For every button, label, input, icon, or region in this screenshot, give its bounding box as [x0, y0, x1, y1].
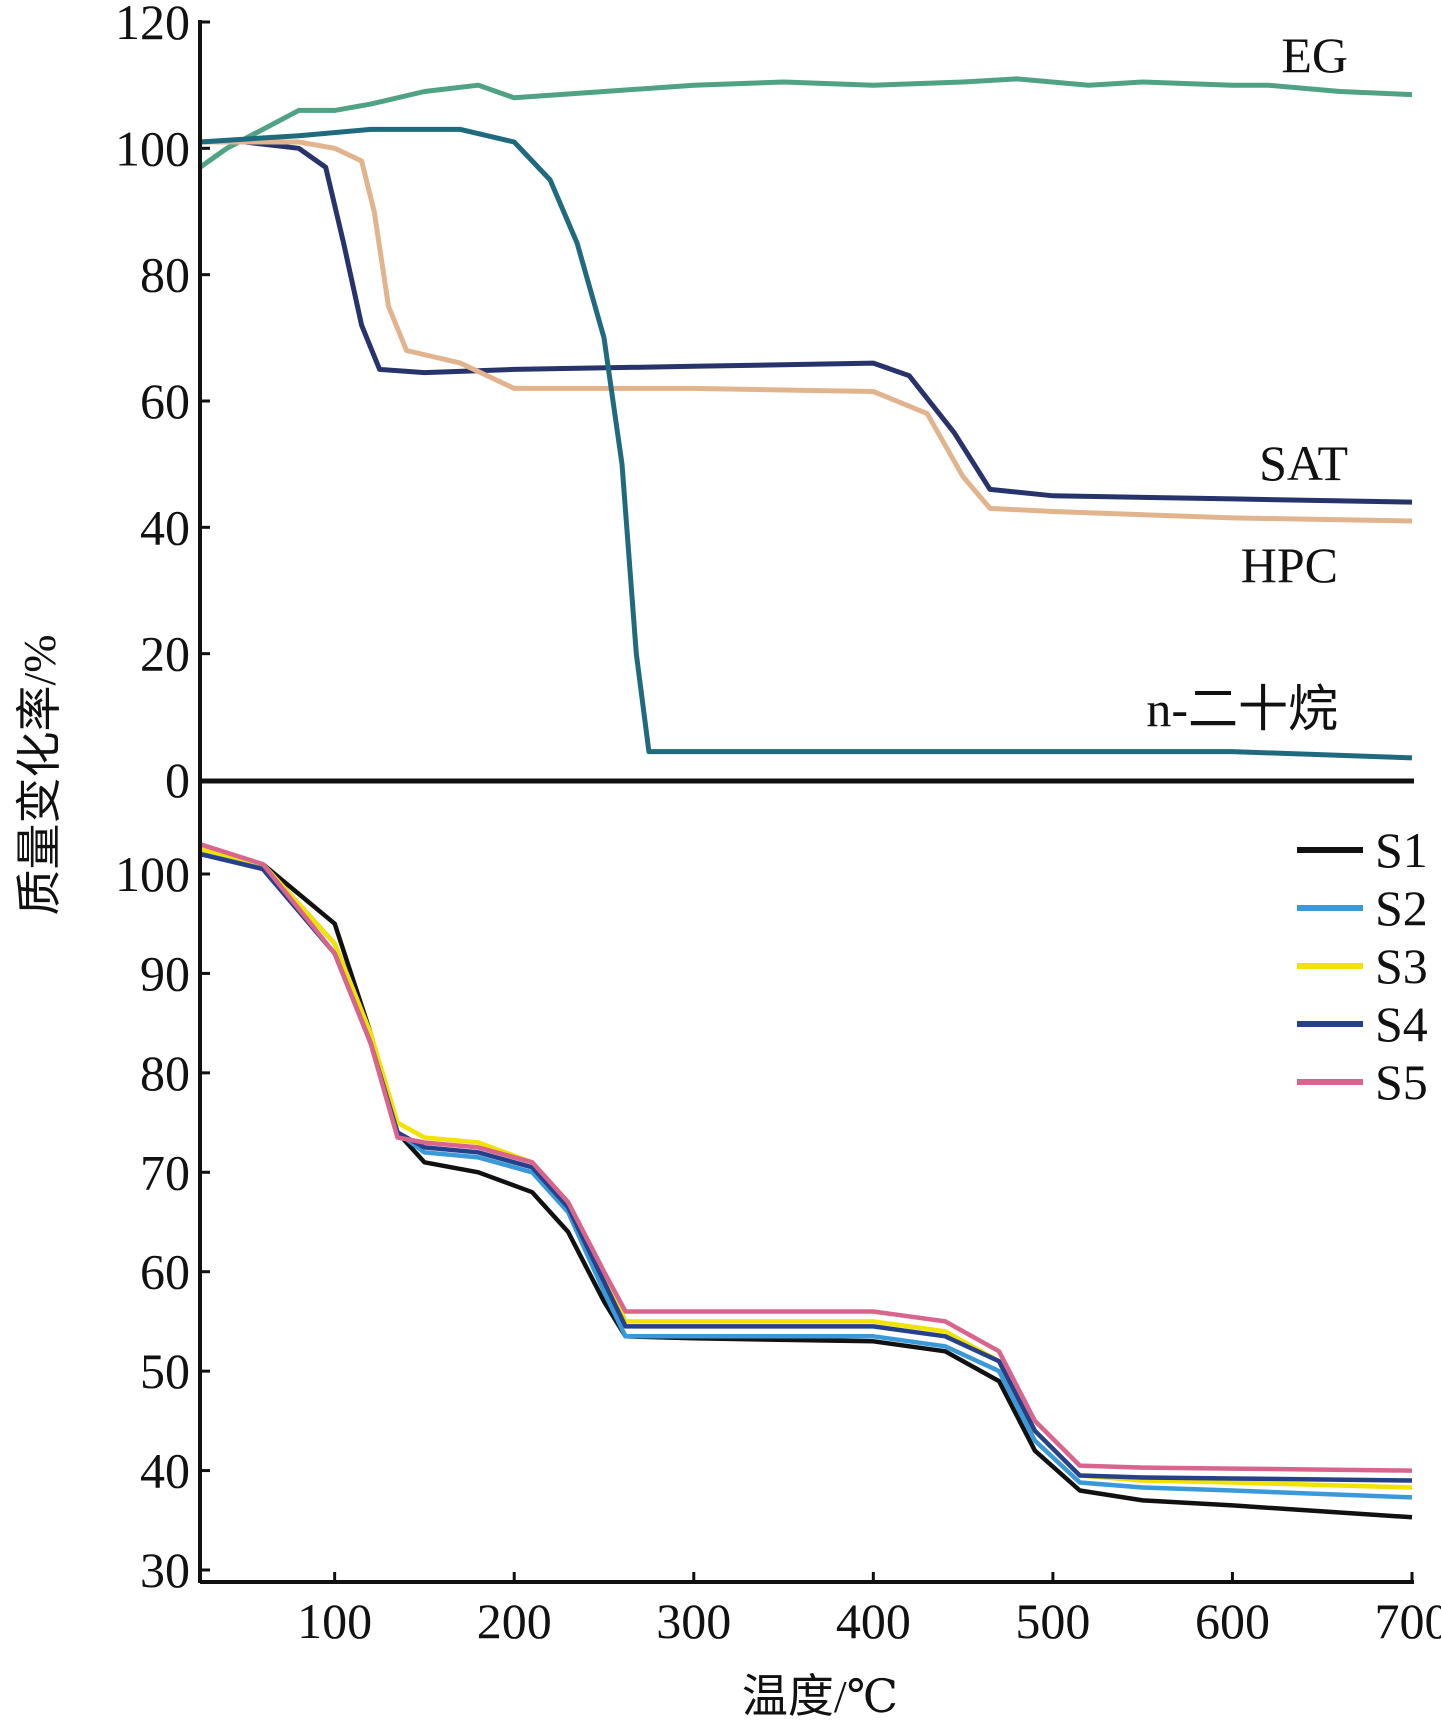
y-tick-label-top: 80	[140, 247, 190, 303]
x-tick-label: 500	[1015, 1593, 1090, 1649]
y-tick-label-bottom: 40	[140, 1443, 190, 1499]
x-axis-label: 温度/℃	[742, 1671, 898, 1722]
series-label-eg: EG	[1281, 27, 1348, 83]
legend-label-S2: S2	[1375, 880, 1428, 936]
x-tick-label: 300	[656, 1593, 731, 1649]
y-tick-label-bottom: 100	[115, 846, 190, 902]
series-line-S5	[199, 842, 1413, 1473]
series-line-HPC	[200, 139, 1413, 524]
y-tick-label-top: 40	[140, 499, 190, 555]
y-tick-label-bottom: 80	[140, 1045, 190, 1101]
legend-label-S3: S3	[1375, 938, 1428, 994]
legend-label-S4: S4	[1375, 996, 1428, 1052]
y-tick-label-bottom: 30	[140, 1542, 190, 1598]
series-line-S4	[199, 851, 1413, 1483]
x-tick-label: 400	[836, 1593, 911, 1649]
y-tick-label-bottom: 60	[140, 1244, 190, 1300]
x-tick-label: 100	[297, 1593, 372, 1649]
series-line-SAT	[200, 139, 1413, 505]
y-axis-label: 质量变化率/%	[14, 634, 65, 915]
legend-label-S1: S1	[1375, 822, 1428, 878]
x-tick-label: 600	[1195, 1593, 1270, 1649]
x-tick-label: 200	[477, 1593, 552, 1649]
y-tick-label-top: 120	[115, 0, 190, 50]
y-tick-label-top: 100	[115, 120, 190, 176]
y-tick-label-bottom: 70	[140, 1144, 190, 1200]
series-line-S3	[199, 846, 1413, 1490]
series-line-EG	[198, 76, 1413, 170]
x-tick-label: 700	[1375, 1593, 1441, 1649]
series-line-S2	[199, 851, 1413, 1500]
y-tick-label-top: 60	[140, 373, 190, 429]
y-tick-label-bottom: 90	[140, 945, 190, 1001]
series-line-n-二十烷	[199, 126, 1413, 761]
y-tick-label-top: 20	[140, 626, 190, 682]
y-tick-label-bottom: 50	[140, 1343, 190, 1399]
series-line-S1	[199, 851, 1413, 1520]
y-tick-label-top: 0	[165, 752, 190, 808]
legend-label-S5: S5	[1375, 1054, 1428, 1110]
series-label-hpc: HPC	[1241, 537, 1338, 593]
series-label-eicosane: n-二十烷	[1146, 681, 1338, 737]
series-label-sat: SAT	[1259, 435, 1348, 491]
